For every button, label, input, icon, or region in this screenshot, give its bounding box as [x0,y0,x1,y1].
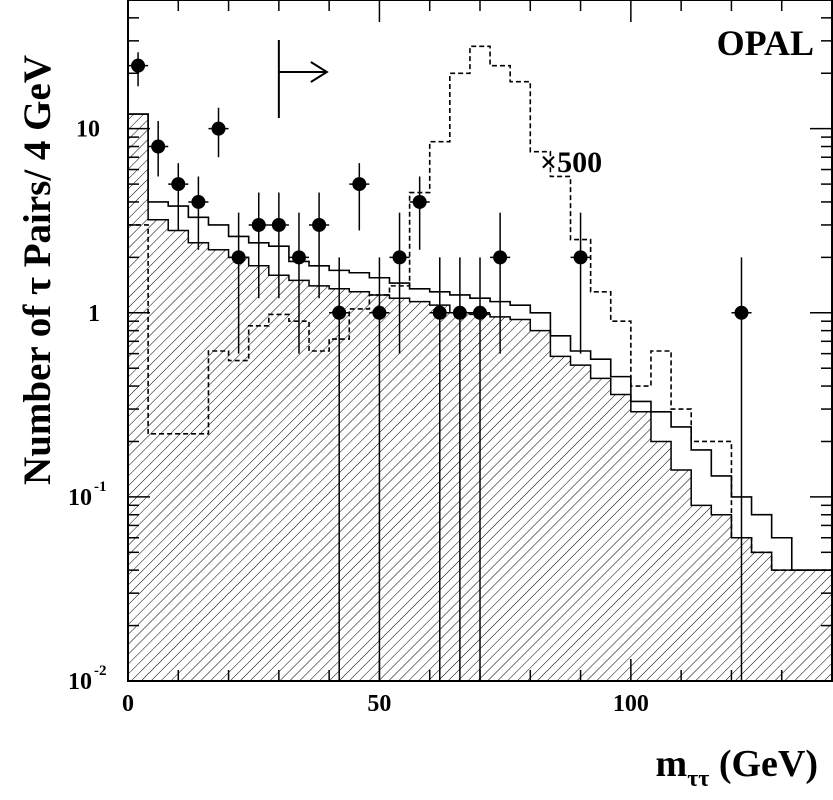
y-tick-label: 10 [76,117,100,143]
data-point [131,58,146,73]
data-point [493,250,508,265]
data-point [573,250,588,265]
data-point [271,217,286,232]
data-point [452,305,467,320]
y-tick-label: 10 [68,485,92,511]
data-point [291,250,306,265]
x-axis-label: mττ (GeV) [656,743,818,792]
y-axis-label: Number of τ Pairs/ 4 GeV [16,55,59,485]
data-point [734,305,749,320]
data-point [312,217,327,232]
x-tick-label: 50 [367,691,391,717]
y-tick-exponent: -2 [94,663,107,679]
data-point [151,139,166,154]
data-point [392,250,407,265]
data-point [352,177,367,192]
data-point [412,194,427,209]
cut-arrow-head [310,61,329,83]
data-point [191,194,206,209]
data-point [372,305,387,320]
data-point [332,305,347,320]
data-point [171,177,186,192]
data-point [251,217,266,232]
experiment-label: OPAL [717,23,814,63]
y-tick-exponent: -1 [94,479,107,495]
data-point [432,305,447,320]
data-point [231,250,246,265]
x-tick-label: 100 [613,691,649,717]
data-point [211,121,226,136]
x-tick-label: 0 [122,691,134,717]
y-tick-label: 10 [68,669,92,695]
series-solid [128,113,832,571]
data-point [473,305,487,320]
y-tick-label: 1 [88,301,100,327]
scale-annotation: ×500 [540,146,602,179]
